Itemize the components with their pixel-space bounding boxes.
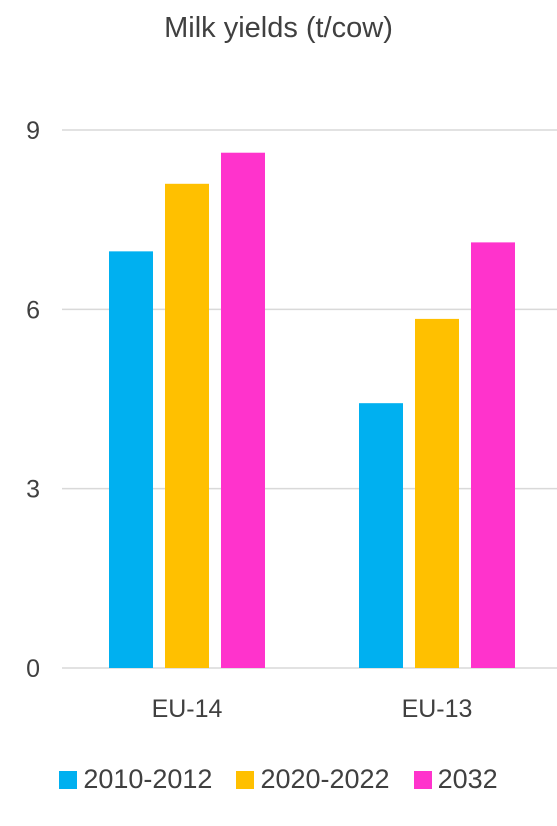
bar-eu-13-series-3 bbox=[471, 242, 515, 669]
y-tick-label: 0 bbox=[26, 655, 40, 683]
legend: 2010-2012 2020-2022 2032 bbox=[0, 764, 557, 795]
x-tick-label: EU-14 bbox=[152, 695, 223, 723]
chart-title: Milk yields (t/cow) bbox=[164, 12, 393, 44]
legend-swatch-series-2 bbox=[236, 770, 255, 789]
y-tick-label: 9 bbox=[26, 117, 40, 145]
y-tick-label: 6 bbox=[26, 296, 40, 324]
bar-eu-14-series-1 bbox=[109, 251, 153, 669]
bar-eu-14-series-2 bbox=[165, 183, 209, 669]
legend-label-series-2: 2020-2022 bbox=[260, 764, 390, 794]
legend-item-series-2: 2020-2022 bbox=[236, 764, 390, 795]
bar-eu-13-series-1 bbox=[359, 403, 403, 668]
legend-item-series-1: 2010-2012 bbox=[59, 764, 212, 795]
legend-item-series-3: 2032 bbox=[413, 764, 498, 795]
y-tick-label: 3 bbox=[26, 476, 40, 504]
bar-eu-14-series-3 bbox=[221, 152, 265, 668]
x-tick-label: EU-13 bbox=[402, 695, 473, 723]
bar-eu-13-series-2 bbox=[415, 318, 459, 668]
legend-label-series-3: 2032 bbox=[437, 764, 498, 794]
legend-label-series-1: 2010-2012 bbox=[83, 764, 213, 794]
legend-swatch-series-1 bbox=[59, 770, 78, 789]
legend-swatch-series-3 bbox=[413, 770, 432, 789]
